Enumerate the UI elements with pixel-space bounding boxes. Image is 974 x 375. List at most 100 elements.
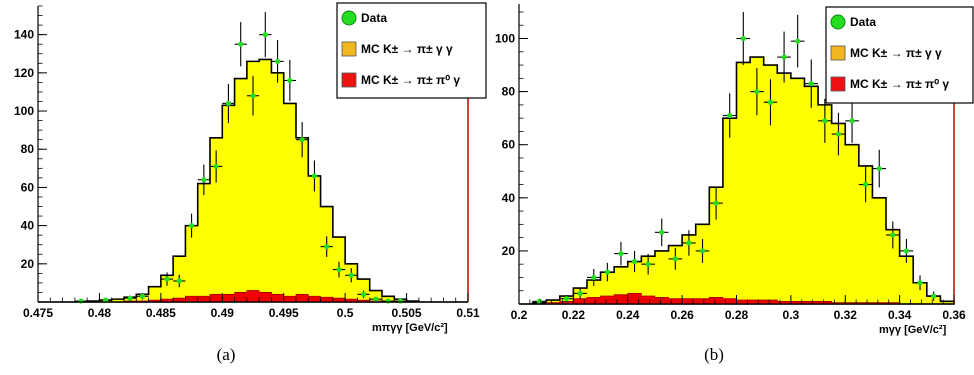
x-tick-label: 0.485 — [146, 306, 176, 320]
data-point — [259, 12, 272, 58]
legend-item: MC K± → π± π⁰ γ — [830, 76, 949, 92]
data-point — [777, 31, 791, 83]
data-point — [872, 149, 887, 188]
data-point — [332, 261, 346, 278]
legend-label: MC K± → π± π⁰ γ — [850, 77, 949, 91]
data-point — [790, 14, 805, 68]
data-point — [369, 296, 382, 302]
legend-label: MC K± → π± π⁰ γ — [361, 73, 460, 87]
data-point — [736, 11, 751, 66]
legend-item: MC K± → π± π⁰ γ — [341, 72, 460, 88]
data-point — [586, 268, 601, 286]
data-point — [818, 98, 832, 143]
data-point — [682, 230, 696, 256]
x-tick-label: 0.2 — [511, 308, 528, 322]
caption-b: (b) — [704, 345, 724, 364]
y-tick-label: 80 — [502, 85, 516, 99]
data-point — [750, 67, 764, 116]
x-tick-label: 0.32 — [834, 308, 858, 322]
legend-item: Data — [341, 10, 387, 26]
legend-label: MC K± → π± γ γ — [850, 46, 942, 60]
data-point — [722, 93, 737, 138]
y-tick-label: 140 — [14, 28, 34, 42]
legend-item: Data — [830, 14, 876, 30]
x-tick-label: 0.24 — [616, 308, 640, 322]
x-tick-label: 0.22 — [562, 308, 586, 322]
x-tick-label: 0.505 — [392, 306, 422, 320]
x-tick-label: 0.51 — [456, 306, 480, 320]
data-point — [222, 83, 235, 123]
y-tick-label: 20 — [21, 257, 35, 271]
legend: Data MC K± → π± γ γ MC K± → π± π⁰ γ — [336, 2, 487, 99]
y-tick-label: 40 — [502, 191, 516, 205]
x-axis-title: mγγ [GeV/c²] — [879, 324, 947, 336]
y-tick-label: 100 — [14, 104, 34, 118]
data-point — [246, 75, 260, 116]
data-point — [271, 39, 284, 83]
data-point — [600, 262, 615, 282]
data-point — [668, 247, 683, 270]
x-tick-label: 0.28 — [725, 308, 749, 322]
x-tick-label: 0.48 — [88, 306, 112, 320]
data-point — [197, 164, 210, 196]
data-point — [357, 290, 370, 299]
data-point — [804, 59, 819, 108]
data-point — [627, 250, 642, 273]
data-point — [654, 218, 669, 247]
data-point — [695, 238, 710, 263]
legend-label: MC K± → π± γ γ — [361, 42, 453, 56]
data-point — [234, 22, 247, 67]
legend-marker-circle — [341, 10, 357, 26]
y-tick-label: 20 — [502, 244, 516, 258]
x-tick-label: 0.26 — [670, 308, 694, 322]
y-tick-label: 100 — [495, 32, 515, 46]
legend-label: Data — [361, 11, 387, 25]
data-point — [296, 122, 309, 158]
data-point — [160, 272, 174, 286]
caption-a: (a) — [216, 345, 236, 364]
x-tick-label: 0.36 — [942, 308, 966, 322]
data-point — [858, 166, 873, 203]
legend-marker-circle — [830, 14, 846, 30]
data-point — [845, 98, 859, 143]
legend-item: MC K± → π± γ γ — [341, 41, 453, 57]
data-point — [124, 295, 137, 301]
data-point — [709, 186, 723, 220]
legend: Data MC K± → π± γ γ MC K± → π± π⁰ γ — [825, 6, 974, 104]
y-tick-label: 60 — [21, 180, 35, 194]
data-point — [573, 288, 587, 299]
x-tick-label: 0.34 — [888, 308, 912, 322]
data-point — [641, 253, 655, 275]
data-point — [559, 294, 574, 303]
data-point — [614, 241, 628, 266]
data-point — [320, 236, 333, 257]
mc-pipi0g-histogram — [38, 290, 468, 303]
data-point — [185, 213, 198, 238]
histogram-b: 0.2 0.22 0.24 0.26 0.28 0.3 0.32 0.34 0.36 20 40 60… — [495, 4, 974, 336]
data-point — [136, 293, 149, 300]
data-point — [886, 221, 900, 249]
data-point — [99, 297, 112, 303]
data-point — [763, 79, 778, 126]
x-tick-label: 0.5 — [337, 306, 354, 320]
x-tick-label: 0.495 — [269, 306, 299, 320]
y-tick-label: 40 — [21, 219, 35, 233]
y-tick-label: 80 — [21, 142, 35, 156]
y-tick-label: 120 — [14, 66, 34, 80]
panel-a: 0.475 0.48 0.485 0.49 0.495 0.5 0.505 0.51 20 40 6… — [14, 2, 487, 364]
x-tick-label: 0.3 — [783, 308, 800, 322]
legend-item: MC K± → π± γ γ — [830, 45, 942, 61]
data-point — [308, 160, 321, 192]
data-point — [345, 268, 358, 283]
legend-marker-box — [341, 72, 357, 88]
data-point — [210, 150, 223, 183]
x-tick-label: 0.49 — [211, 306, 235, 320]
data-point — [283, 59, 296, 102]
y-tick-label: 60 — [502, 138, 516, 152]
legend-marker-box — [830, 76, 846, 92]
data-point — [926, 291, 941, 301]
x-axis-title: mπγγ [GeV/c²] — [372, 322, 448, 334]
histogram-a: 0.475 0.48 0.485 0.49 0.495 0.5 0.505 0.51 20 40 6… — [14, 2, 487, 334]
x-tick-label: 0.475 — [23, 306, 53, 320]
data-point — [913, 275, 927, 291]
